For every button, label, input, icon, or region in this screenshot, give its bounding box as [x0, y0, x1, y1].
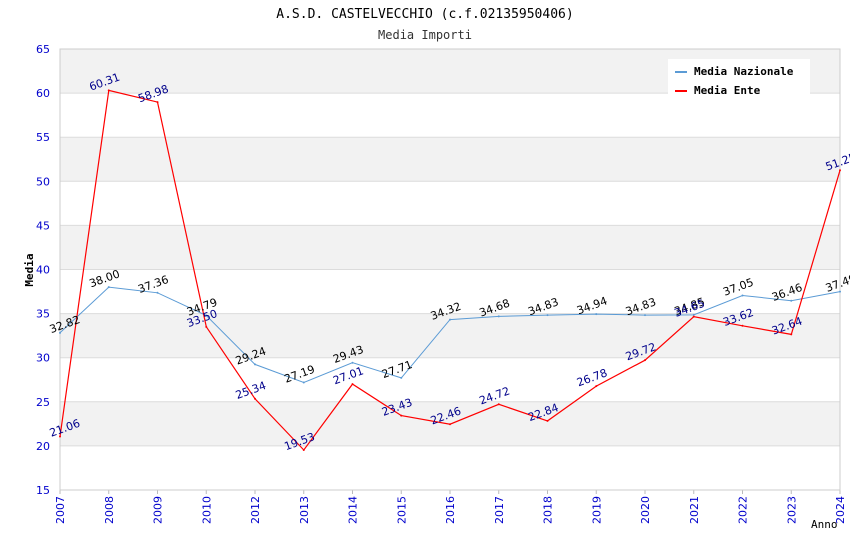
grid-band — [60, 313, 840, 358]
series-group — [59, 89, 841, 452]
data-label: 27.19 — [283, 363, 317, 386]
data-point — [497, 315, 500, 318]
data-point — [351, 383, 354, 386]
data-label: 27.01 — [331, 364, 365, 387]
data-point — [107, 286, 110, 289]
x-tick-label: 2022 — [737, 496, 750, 524]
x-tick-label: 2008 — [103, 496, 116, 524]
data-point — [156, 101, 159, 104]
data-point — [400, 376, 403, 379]
y-tick-label: 50 — [36, 175, 50, 188]
y-tick-label: 30 — [36, 352, 50, 365]
grid-band — [60, 137, 840, 182]
x-tick-label: 2019 — [590, 496, 603, 524]
x-tick-label: 2024 — [834, 496, 847, 524]
x-tick-label: 2021 — [688, 496, 701, 524]
x-axis-ticks: 2007 2008 2009 2010 2012 2013 2014 2015 2016 2017… — [54, 490, 847, 524]
data-point — [351, 361, 354, 364]
x-axis-label: Anno — [811, 518, 838, 531]
data-point — [546, 419, 549, 422]
data-label: 37.05 — [721, 276, 755, 299]
data-point — [59, 435, 61, 438]
x-tick-label: 2007 — [54, 496, 67, 524]
data-point — [107, 89, 110, 92]
data-point — [205, 314, 208, 317]
y-tick-label: 55 — [36, 131, 50, 144]
x-tick-label: 2014 — [347, 496, 360, 524]
data-point — [839, 169, 841, 172]
chart-title: A.S.D. CASTELVECCHIO (c.f.02135950406) — [276, 7, 573, 22]
data-point — [644, 314, 646, 317]
x-tick-label: 2016 — [444, 496, 457, 524]
y-tick-label: 25 — [36, 396, 50, 409]
data-label: 27.71 — [380, 358, 414, 381]
data-point — [741, 324, 744, 327]
y-tick-label: 65 — [36, 43, 50, 56]
x-tick-label: 2012 — [249, 496, 262, 524]
data-point — [644, 359, 646, 362]
data-point — [254, 363, 256, 366]
x-tick-label: 2020 — [639, 496, 652, 524]
data-point — [302, 381, 305, 384]
data-label: 38.00 — [88, 267, 122, 290]
x-tick-label: 2017 — [493, 496, 506, 524]
data-point — [790, 333, 793, 336]
y-tick-label: 15 — [36, 484, 50, 497]
grid-band — [60, 225, 840, 270]
data-point — [254, 397, 256, 400]
plot-area-frame — [59, 48, 841, 491]
grid-bands — [60, 48, 840, 491]
data-point — [497, 403, 500, 406]
data-point — [449, 423, 451, 426]
x-tick-label: 2009 — [152, 496, 165, 524]
data-point — [839, 290, 841, 293]
y-tick-label: 45 — [36, 219, 50, 232]
data-point — [595, 385, 598, 388]
data-point — [692, 315, 695, 318]
x-tick-label: 2010 — [200, 496, 213, 524]
y-tick-label: 20 — [36, 440, 50, 453]
data-point — [692, 313, 695, 316]
y-tick-label: 60 — [36, 87, 50, 100]
data-point — [59, 331, 61, 334]
data-point — [449, 318, 451, 321]
data-point — [302, 449, 305, 452]
legend-label-media-ente: Media Ente — [694, 84, 761, 97]
y-axis-label: Media — [23, 253, 36, 286]
data-point — [156, 291, 159, 294]
data-point — [790, 299, 793, 302]
data-point — [595, 313, 598, 316]
x-tick-label: 2015 — [395, 496, 408, 524]
x-tick-label: 2018 — [542, 496, 555, 524]
legend: Media Nazionale Media Ente — [668, 59, 810, 99]
y-tick-label: 35 — [36, 308, 50, 321]
y-tick-label: 40 — [36, 264, 50, 277]
x-tick-label: 2023 — [785, 496, 798, 524]
legend-box — [668, 59, 810, 99]
y-axis-ticks: 15 20 25 30 35 40 45 50 55 60 65 — [36, 43, 50, 497]
data-point — [400, 414, 403, 417]
chart-subtitle: Media Importi — [378, 28, 472, 42]
data-point — [741, 294, 744, 297]
data-label: 25.34 — [234, 379, 268, 402]
data-label: 26.78 — [575, 366, 609, 389]
legend-label-media-nazionale: Media Nazionale — [694, 65, 794, 78]
data-point — [546, 314, 549, 317]
data-label: 37.49 — [824, 272, 850, 295]
data-point — [205, 325, 208, 328]
x-tick-label: 2013 — [298, 496, 311, 524]
